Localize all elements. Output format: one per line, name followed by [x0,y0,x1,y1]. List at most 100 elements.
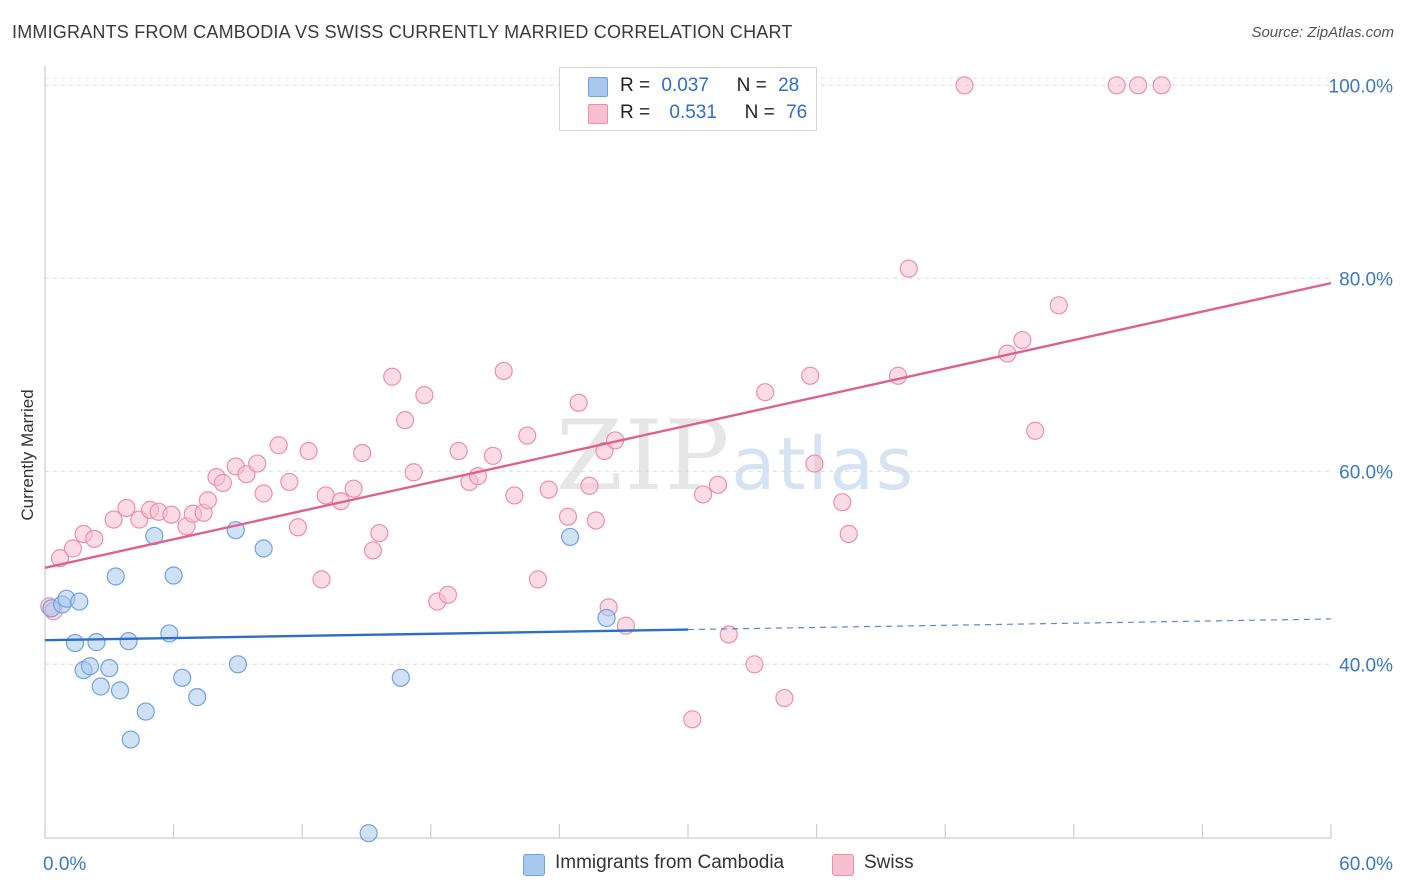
swiss-point [494,361,513,381]
swiss-point [505,486,524,505]
swiss-point [805,454,824,473]
n-label: N = [744,102,775,123]
swiss-point [955,76,974,95]
swiss-point [558,507,578,526]
y-tick-label: 60.0% [1339,462,1393,483]
cambodia-point [91,677,110,696]
swiss-point [1107,76,1126,95]
y-tick-label: 100.0% [1329,76,1394,97]
swiss-point [449,441,468,461]
swiss-point [1049,296,1068,315]
cambodia-point [391,668,410,687]
r-label: R = [620,75,651,96]
swiss-point [683,710,702,729]
swiss-point [1152,76,1171,95]
swiss-point [801,366,820,385]
swiss-point [539,480,558,499]
swiss-point [438,585,458,604]
swiss-point [415,385,434,405]
cambodia-point [100,659,119,678]
series-legend: Immigrants from Cambodia Swiss [0,850,1406,880]
swiss-point [899,259,918,278]
cambodia-trend-extension [687,618,1332,631]
cambodia-point [80,657,100,676]
swiss-point [586,511,605,530]
cambodia-point [106,567,125,586]
chart-title: IMMIGRANTS FROM CAMBODIA VS SWISS CURREN… [12,22,793,42]
x-tick-label: 60.0% [1339,854,1393,875]
swiss-point [312,570,331,589]
swiss-point [518,426,537,445]
swiss-point [248,454,267,473]
r-label: R = [620,102,651,123]
cambodia-point [164,566,183,585]
cambodia-point [173,668,192,687]
cambodia-point [136,702,155,721]
n-value-swiss: 76 [786,102,808,123]
swiss-point [404,463,423,482]
cambodia-point [110,681,130,700]
cambodia-point [119,632,138,651]
swiss-point [708,475,728,494]
cambodia-point [188,688,207,707]
swiss-point [745,655,764,674]
legend-label-swiss: Swiss [864,852,914,873]
swiss-point [280,472,299,492]
swiss-point [63,539,82,558]
legend-swatch-cambodia [523,854,545,876]
swiss-point [1026,421,1045,440]
swiss-point [569,393,588,412]
swiss-point [395,411,415,430]
n-label: N = [736,75,767,96]
swiss-point [162,505,181,524]
cambodia-point [65,633,85,653]
swiss-point [1128,76,1148,95]
legend-swatch-swiss [832,854,854,876]
cambodia-trend-line [44,628,689,642]
swiss-trend-line [44,281,1332,569]
y-tick-label: 40.0% [1339,655,1393,676]
legend-label-cambodia: Immigrants from Cambodia [555,852,785,873]
swiss-point [269,436,288,455]
r-value-cambodia: 0.037 [661,75,709,96]
swiss-point [198,491,217,510]
swiss-point [528,570,548,589]
swiss-point [693,485,713,504]
swiss-point [213,473,232,492]
swiss-point [288,518,308,537]
r-value-swiss: 0.531 [669,102,717,123]
swiss-point [719,625,738,644]
swiss-point [344,479,363,498]
swiss-point [775,688,794,708]
cambodia-point [561,527,580,547]
swiss-point [254,484,273,503]
swiss-point [299,441,318,461]
swiss-point [888,366,908,385]
swiss-point [483,446,503,465]
swiss-point [85,529,104,548]
cambodia-point [254,539,273,558]
swiss-point [104,510,123,529]
cambodia-point [87,633,106,652]
swiss-point [756,383,775,402]
swiss-point [117,498,136,518]
swiss-point [833,493,852,512]
swiss-point [383,367,402,386]
swiss-point [580,476,599,495]
cambodia-point [597,608,616,628]
x-tick-label: 0.0% [43,854,86,875]
swiss-point [1013,330,1032,350]
n-value-cambodia: 28 [778,75,800,96]
swiss-point [370,523,389,543]
legend-swatch-swiss [588,104,608,124]
swiss-point [839,524,858,544]
cambodia-point [121,730,140,749]
cambodia-point [359,824,378,843]
y-tick-label: 80.0% [1339,269,1393,290]
cambodia-point [228,655,247,674]
legend-swatch-cambodia [588,77,608,97]
swiss-point [353,443,372,463]
swiss-point [363,541,383,560]
source-label: Source: ZipAtlas.com [1251,24,1394,41]
